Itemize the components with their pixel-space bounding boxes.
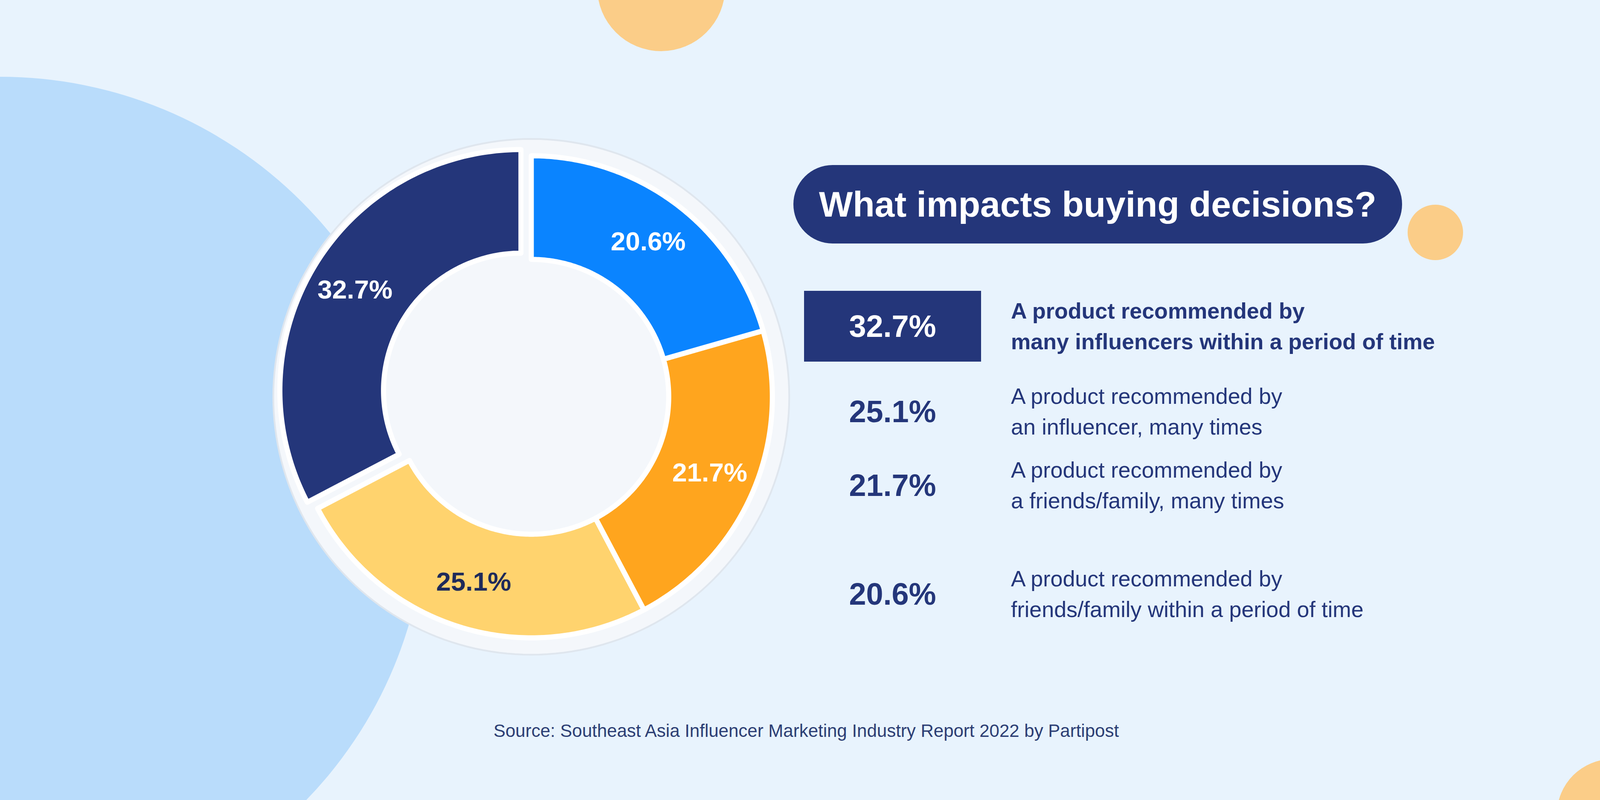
html-text:20.6%: 20.6% — [849, 577, 937, 612]
svg-text:25.1%: 25.1% — [436, 566, 512, 597]
svg-text:32.7%: 32.7% — [317, 274, 393, 305]
html-text:21.7%: 21.7% — [849, 468, 937, 503]
html-text:an influencer, many times: an influencer, many times — [1010, 414, 1263, 440]
html-text:friends/family within a period: friends/family within a period of time — [1010, 597, 1364, 622]
html-text:32.7%: 32.7% — [849, 309, 937, 344]
html-text:What impacts buying decisions?: What impacts buying decisions? — [818, 184, 1377, 225]
html-text:A product recommended by: A product recommended by — [1010, 457, 1283, 483]
html-text:A product recommended by: A product recommended by — [1010, 298, 1305, 324]
html-text:many influencers within a peri: many influencers within a period of time — [1010, 329, 1435, 355]
svg-text:20.6%: 20.6% — [610, 226, 686, 256]
html-text:a friends/family, many times: a friends/family, many times — [1010, 488, 1285, 514]
html-text:A product recommended by: A product recommended by — [1010, 566, 1283, 592]
html-text:Source: Southeast Asia Influen: Source: Southeast Asia Influencer Market… — [493, 720, 1119, 741]
html-text:A product recommended by: A product recommended by — [1010, 383, 1283, 409]
html-text:25.1%: 25.1% — [849, 394, 937, 429]
svg-text:21.7%: 21.7% — [672, 457, 748, 488]
